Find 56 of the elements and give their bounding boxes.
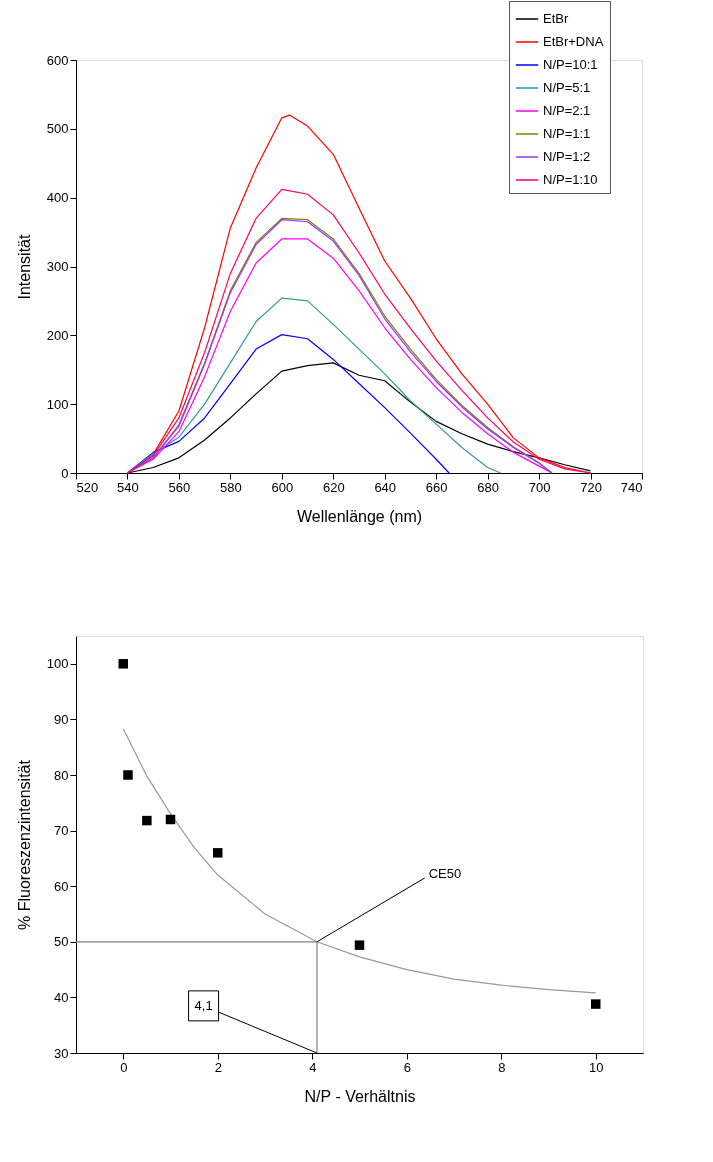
point — [591, 999, 601, 1009]
x-tick-label: 700 — [528, 479, 551, 495]
annotation: 4,1 — [194, 997, 213, 1013]
y-tick-label: 100 — [46, 656, 69, 672]
legend-label: N/P=1:1 — [543, 126, 591, 141]
line-series — [122, 728, 597, 994]
y-tick-label: 70 — [54, 823, 69, 839]
y-tick-label: 500 — [46, 121, 69, 137]
legend-label: N/P=1:2 — [543, 149, 591, 164]
x-tick-label: 560 — [168, 479, 191, 495]
legend-label: N/P=2:1 — [543, 103, 591, 118]
y-tick-label: 400 — [46, 190, 69, 206]
x-tick-label: 660 — [425, 479, 448, 495]
x-tick-label: 8 — [498, 1059, 506, 1075]
y-tick-label: 0 — [61, 465, 69, 481]
x-axis-title: N/P - Verhältnis — [304, 1087, 416, 1105]
x-tick-label: 0 — [120, 1059, 128, 1075]
y-tick-label: 300 — [46, 259, 69, 274]
x-tick-label: 580 — [220, 479, 242, 495]
y-tick-label: 80 — [54, 767, 69, 783]
x-axis-title: Wellenlänge (nm) — [296, 507, 423, 525]
point — [123, 770, 133, 780]
legend-label: N/P=1:10 — [543, 172, 598, 187]
y-tick-label: 30 — [54, 1045, 69, 1061]
legend-label: EtBr+DNA — [543, 34, 604, 49]
x-tick-label: 6 — [403, 1059, 411, 1075]
y-axis-title: % Fluoreszenzintensität — [15, 759, 33, 930]
point — [142, 815, 152, 826]
line-series — [126, 297, 502, 474]
point — [354, 940, 365, 950]
x-tick-label: 540 — [117, 479, 139, 495]
y-tick-label: 200 — [46, 327, 69, 343]
x-tick-label: 600 — [271, 479, 294, 495]
legend-label: EtBr — [543, 11, 569, 26]
y-tick-label: 90 — [54, 711, 69, 727]
point — [118, 659, 128, 669]
point — [165, 814, 176, 825]
x-tick-label: 2 — [214, 1059, 222, 1075]
x-tick-label: 4 — [309, 1059, 317, 1075]
point — [213, 848, 223, 858]
y-axis-title: Intensität — [15, 233, 33, 300]
x-tick-label: 680 — [477, 479, 499, 495]
legend-label: N/P=5:1 — [543, 80, 591, 95]
x-tick-label: 520 — [76, 479, 99, 495]
x-tick-label: 620 — [322, 479, 345, 495]
legend-label: N/P=10:1 — [543, 57, 598, 72]
y-tick-label: 600 — [46, 52, 69, 68]
y-tick-label: 100 — [46, 396, 69, 412]
x-tick-label: 640 — [374, 479, 397, 495]
y-tick-label: 60 — [54, 878, 69, 894]
x-tick-label: 10 — [589, 1059, 604, 1075]
y-tick-label: 50 — [54, 934, 69, 950]
annotation: CE50 — [428, 866, 462, 881]
x-tick-label: 720 — [580, 479, 602, 495]
x-tick-label: 740 — [620, 479, 643, 495]
y-tick-label: 40 — [54, 989, 69, 1005]
